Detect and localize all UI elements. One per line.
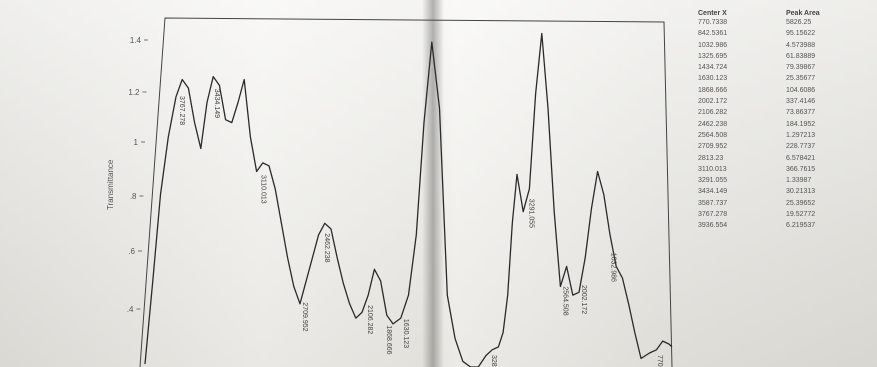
peak-area-cell: 4.573988 [786, 41, 816, 49]
peak-label: 3767.278 [178, 96, 185, 125]
peak-area-cell: 6.578421 [786, 154, 816, 162]
table-row: 3291.055 1.33987 [698, 175, 868, 186]
center-x-cell: 842.5361 [698, 30, 728, 38]
center-x-cell: 2002.172 [698, 98, 728, 106]
peak-area-cell: 1.297213 [786, 131, 816, 139]
peak-table-body: 770.7338 5826.25 842.5361 95.15622 1032.986 4… [698, 17, 868, 232]
table-row: 2564.508 1.297213 [698, 130, 868, 141]
peak-area-cell: 104.6086 [786, 86, 816, 94]
peak-area-cell: 95.15622 [786, 30, 816, 38]
header-peak-area: Peak Area [786, 10, 820, 17]
table-row: 2813.23 6.578421 [698, 153, 868, 164]
table-row: 3936.554 6.219537 [698, 220, 868, 231]
center-x-cell: 2813.23 [698, 154, 724, 162]
peak-area-cell: 5826.25 [786, 19, 812, 26]
center-x-cell: 1325.695 [698, 52, 728, 60]
peak-area-cell: 337.4146 [786, 98, 816, 106]
y-tick-label: 1.2 [128, 88, 140, 97]
table-row: 3587.737 25.39652 [698, 198, 868, 209]
peak-area-cell: 25.39652 [786, 199, 816, 207]
center-x-cell: 2462.238 [698, 120, 728, 128]
peak-area-cell: 61.83889 [786, 52, 816, 60]
peak-table-header: Center X Peak Area [698, 10, 868, 17]
table-row: 3110.013 366.7615 [698, 164, 868, 175]
peak-area-cell: 79.39867 [786, 64, 816, 72]
center-x-cell: 3434.149 [698, 188, 728, 196]
peak-label: 2564.508 [562, 286, 569, 315]
table-row: 3767.278 19.52772 [698, 209, 868, 220]
peak-label: 2106.282 [366, 305, 373, 334]
center-x-cell: 3936.554 [698, 222, 728, 230]
peak-area-cell: 366.7615 [786, 165, 816, 173]
table-row: 2002.172 337.4146 [698, 96, 868, 107]
table-row: 842.5361 95.15622 [698, 28, 868, 39]
center-x-cell: 2709.952 [698, 143, 728, 151]
table-row: 1868.666 104.6086 [698, 85, 868, 96]
header-center-x: Center X [698, 10, 727, 17]
peak-label: 3291.055 [527, 199, 534, 228]
peak-area-cell: 73.86377 [786, 109, 816, 117]
peak-area-cell: 25.35677 [786, 75, 816, 83]
peak-label: 1868.666 [385, 325, 392, 354]
spectrum-line [144, 32, 673, 367]
table-row: 1630.123 25.35677 [698, 73, 868, 84]
table-row: 1032.986 4.573988 [698, 40, 868, 51]
peak-label: 1630.123 [402, 319, 409, 348]
center-x-cell: 3110.013 [698, 165, 727, 173]
peak-label: 3110.013 [259, 175, 266, 204]
center-x-cell: 3587.737 [698, 199, 728, 207]
table-row: 1325.695 61.83889 [698, 51, 868, 62]
table-row: 2462.238 184.1952 [698, 119, 868, 130]
table-row: 770.7338 5826.25 [698, 17, 868, 28]
peak-area-cell: 228.7737 [786, 143, 816, 151]
peak-label: 1032.986 [610, 253, 617, 282]
peak-label: 770.7338 [656, 355, 663, 367]
center-x-cell: 1868.666 [698, 86, 728, 94]
y-tick-label: 1.4 [130, 36, 142, 45]
y-tick-label: 1 [134, 138, 139, 147]
peak-area-cell: 6.219537 [786, 222, 816, 230]
peak-label: 2462.238 [323, 233, 330, 262]
peak-area-cell: 1.33987 [786, 177, 812, 185]
peak-area-cell: 19.52772 [786, 211, 816, 219]
peak-area-cell: 30.21313 [786, 188, 816, 196]
table-row: 3434.149 30.21313 [698, 186, 868, 197]
y-axis-label: Transmittance [106, 159, 115, 210]
peak-area-cell: 184.1952 [786, 120, 816, 128]
center-x-cell: 3291.055 [698, 177, 728, 185]
center-x-cell: 2106.282 [698, 109, 728, 117]
table-row: 1434.724 79.39867 [698, 62, 868, 73]
center-x-cell: 3767.278 [698, 211, 728, 219]
y-tick-label: .6 [128, 247, 135, 256]
peak-table: Center X Peak Area 770.7338 5826.25 842.53… [698, 10, 868, 232]
peak-label: 3434.149 [213, 89, 220, 118]
plot-frame [139, 17, 673, 367]
center-x-cell: 770.7338 [698, 19, 728, 26]
table-row: 2106.282 73.86377 [698, 107, 868, 118]
center-x-cell: 1434.724 [698, 64, 728, 72]
center-x-cell: 1032.986 [698, 41, 728, 49]
peak-label: 3287.737 [490, 355, 497, 367]
center-x-cell: 1630.123 [698, 75, 728, 83]
peak-label: 2002.172 [580, 285, 587, 314]
peak-label: 2709.952 [301, 302, 308, 331]
table-row: 2709.952 228.7737 [698, 141, 868, 152]
center-x-cell: 2564.508 [698, 131, 728, 139]
y-tick-label: .4 [127, 305, 134, 314]
y-tick-label: .8 [130, 192, 137, 201]
